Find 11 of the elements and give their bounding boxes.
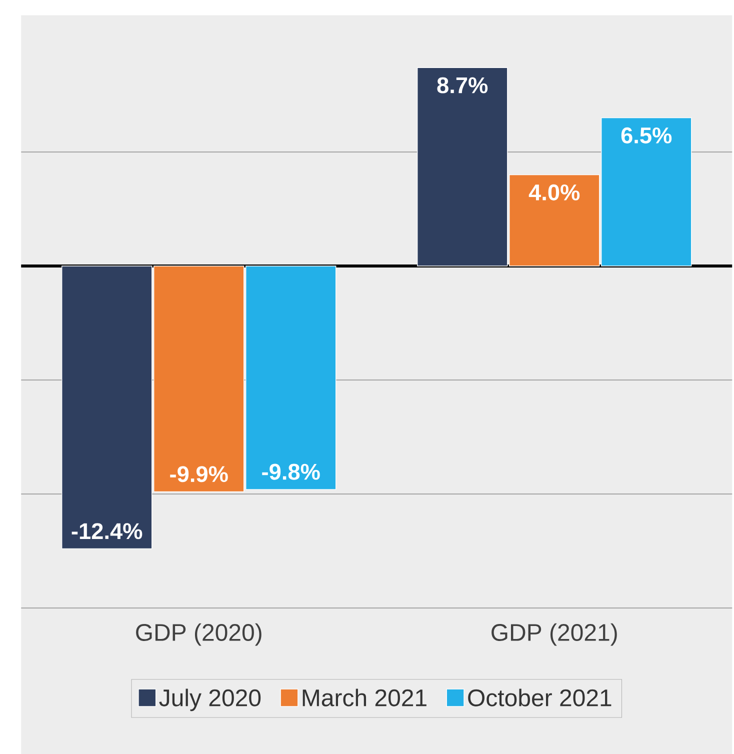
legend-label: October 2021 xyxy=(468,688,612,706)
x-tick-label: GDP (2021) xyxy=(492,623,617,646)
legend-label: March 2021 xyxy=(302,688,426,706)
data-label: 6.5% xyxy=(621,127,672,144)
data-label: -9.8% xyxy=(262,464,320,480)
data-label: -9.9% xyxy=(170,466,228,482)
legend-label: July 2020 xyxy=(159,688,261,712)
data-label: -12.4% xyxy=(72,523,142,540)
data-label: 8.7% xyxy=(437,77,488,94)
data-label: 4.0% xyxy=(528,184,580,200)
x-tick-label: GDP (2020) xyxy=(136,623,262,646)
